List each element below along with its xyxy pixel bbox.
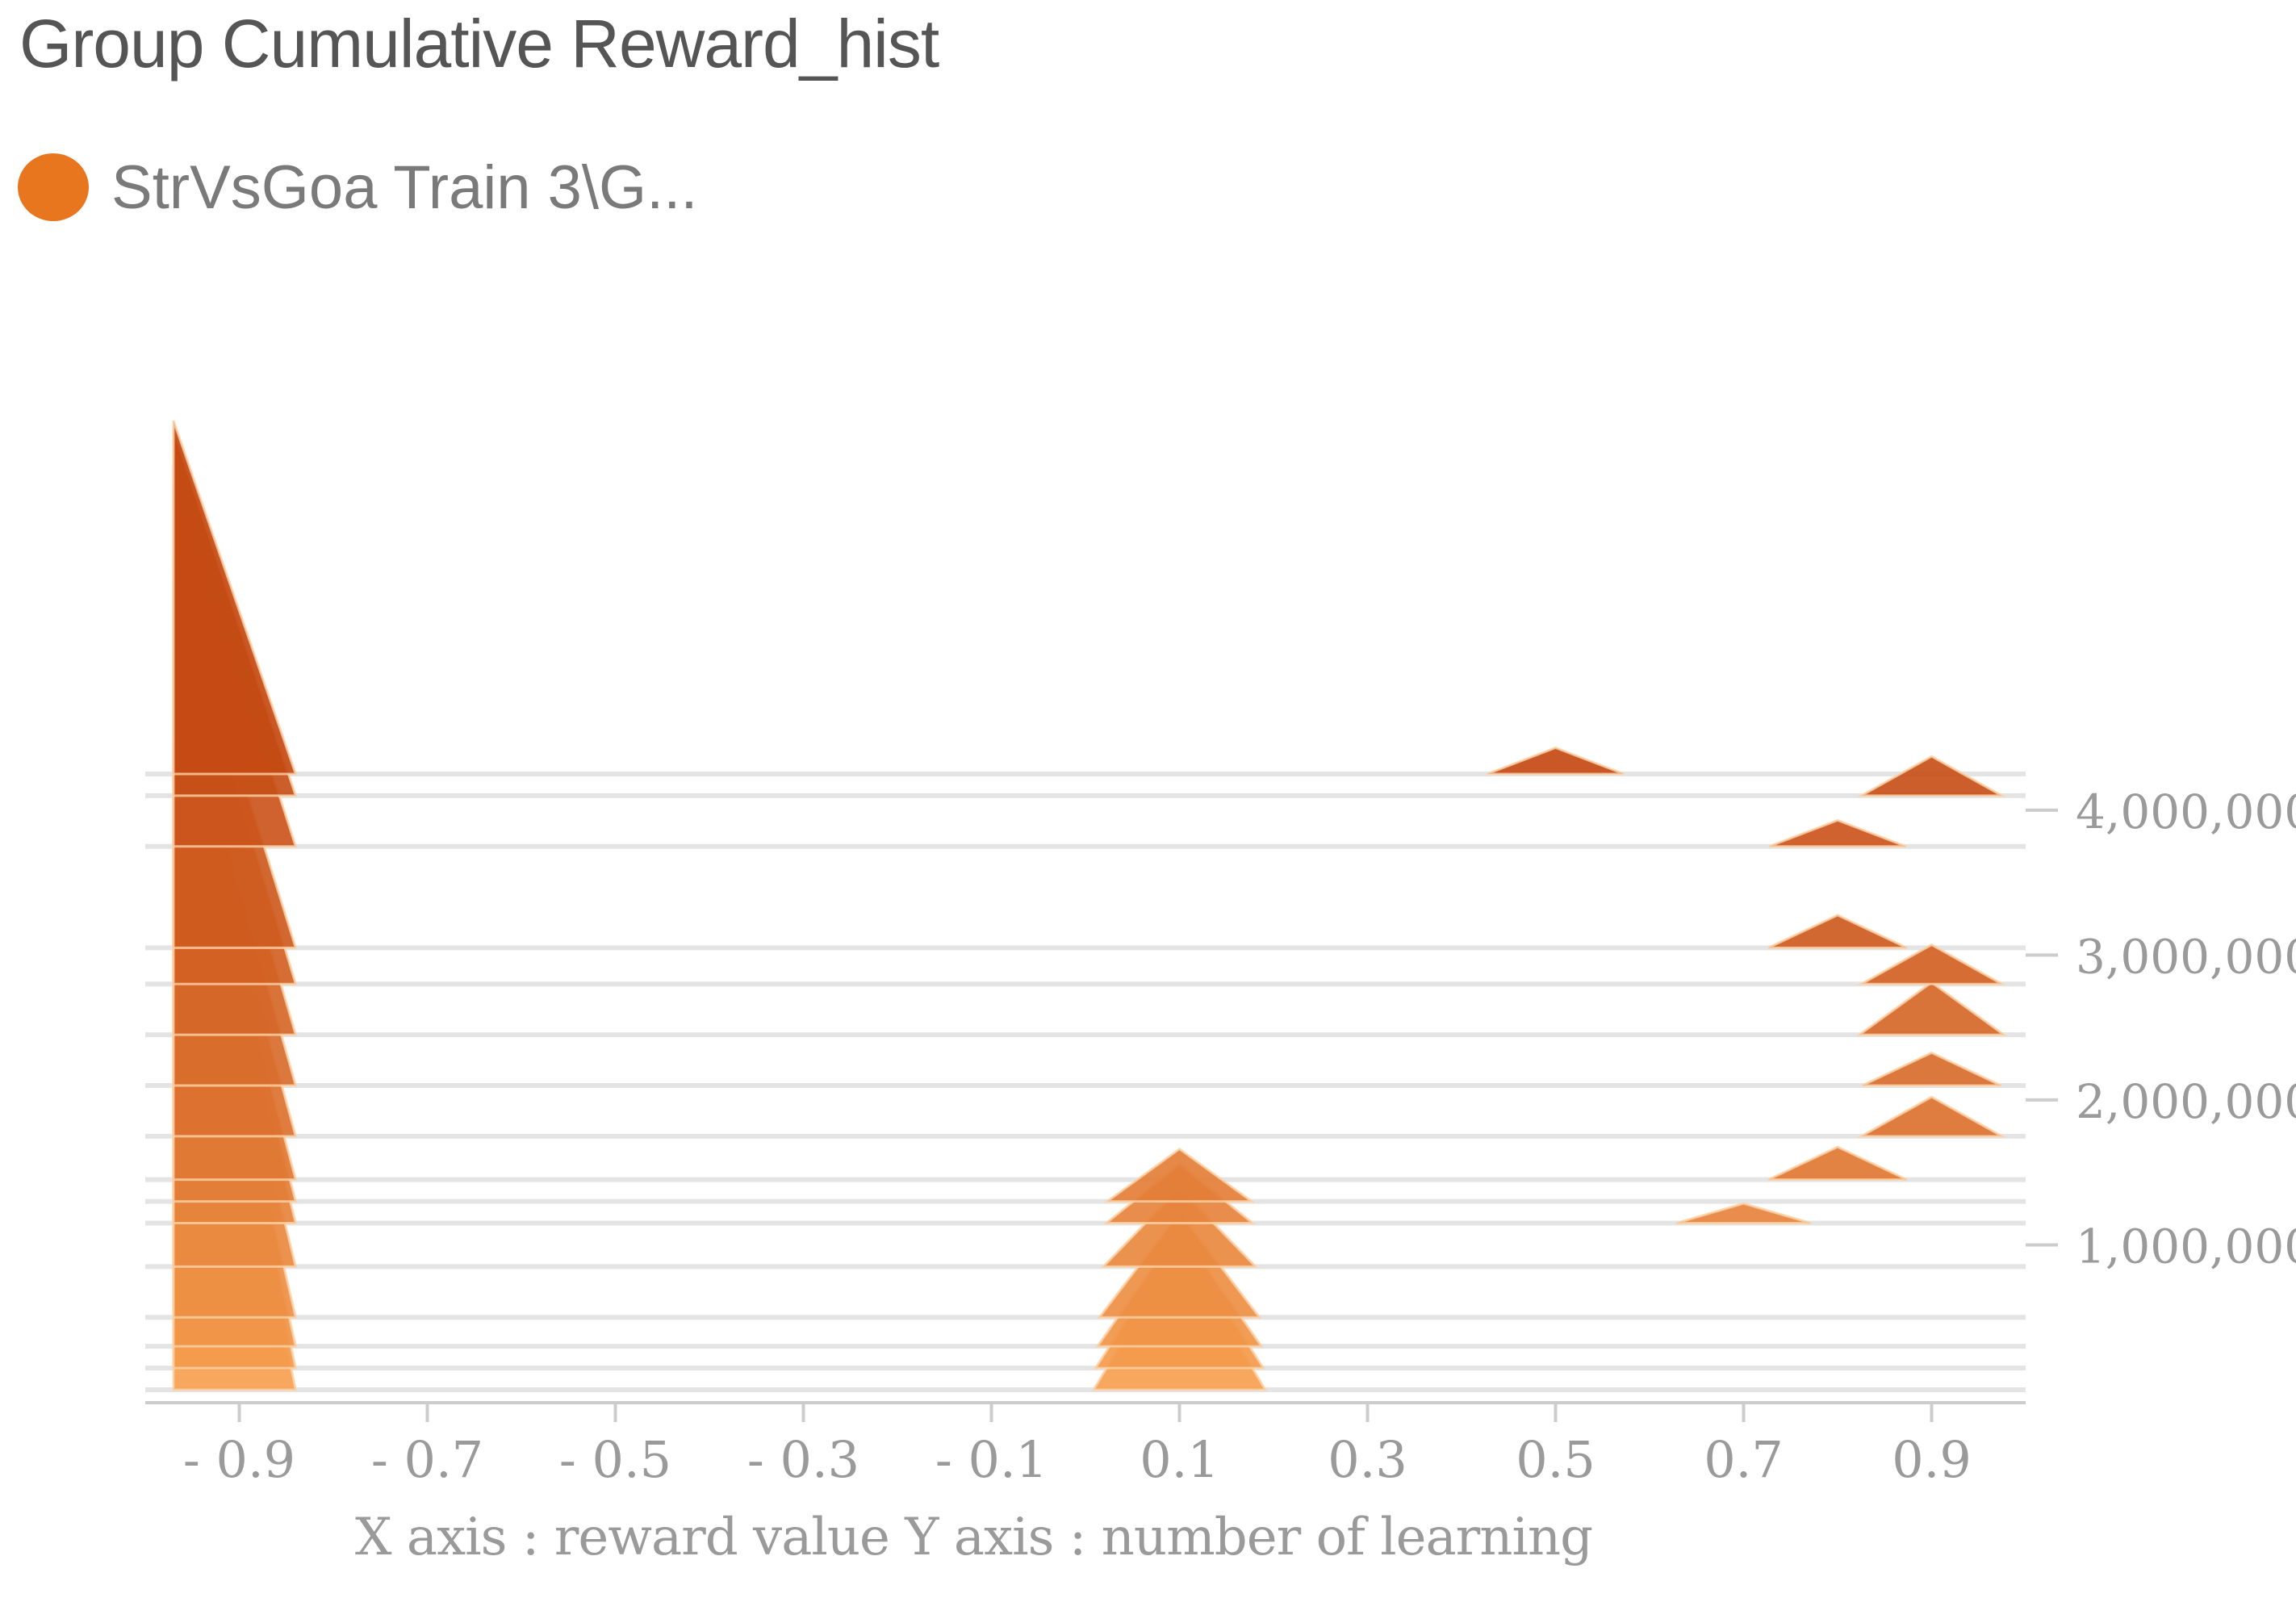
legend-swatch-icon <box>18 153 89 221</box>
histogram-peak <box>1856 1095 2007 1138</box>
histogram-peak <box>1768 818 1907 848</box>
legend-label: StrVsGoa Train 3\G... <box>111 153 698 222</box>
y-tick-label: 3,000,000 <box>2076 929 2296 984</box>
x-tick-label: 0.7 <box>1704 1430 1784 1489</box>
x-tick-label: - 0.7 <box>371 1430 483 1489</box>
histogram-peak <box>1855 981 2008 1036</box>
histogram-peak <box>172 420 298 776</box>
histogram-peak <box>1767 1145 1908 1182</box>
x-tick-label: 0.5 <box>1516 1430 1595 1489</box>
histogram-peak <box>1487 746 1625 776</box>
x-tick-label: - 0.1 <box>935 1430 1048 1489</box>
histogram-peak <box>1100 1186 1259 1268</box>
chart-title: Group Cumulative Reward_hist <box>19 6 939 82</box>
y-tick-label: 1,000,000 <box>2076 1219 2296 1274</box>
histogram-peak <box>1856 755 2007 797</box>
x-tick-label: 0.9 <box>1892 1430 1972 1489</box>
legend[interactable]: StrVsGoa Train 3\G... <box>18 147 698 228</box>
y-tick-label: 2,000,000 <box>2076 1074 2296 1129</box>
x-tick-label: 0.1 <box>1140 1430 1219 1489</box>
x-tick-label: - 0.5 <box>559 1430 671 1489</box>
y-tick-label: 4,000,000 <box>2076 784 2296 839</box>
histogram-peak <box>1861 1051 2002 1087</box>
histogram-peak <box>1856 943 2007 985</box>
histogram-peak <box>1767 914 1908 949</box>
x-tick-label: - 0.3 <box>747 1430 859 1489</box>
histogram-peak <box>1675 1202 1812 1225</box>
axis-caption: X axis : reward value Y axis : number of… <box>355 1508 1593 1567</box>
x-tick-label: 0.3 <box>1328 1430 1407 1489</box>
x-tick-label: - 0.9 <box>183 1430 295 1489</box>
histogram-peak <box>1103 1147 1256 1203</box>
